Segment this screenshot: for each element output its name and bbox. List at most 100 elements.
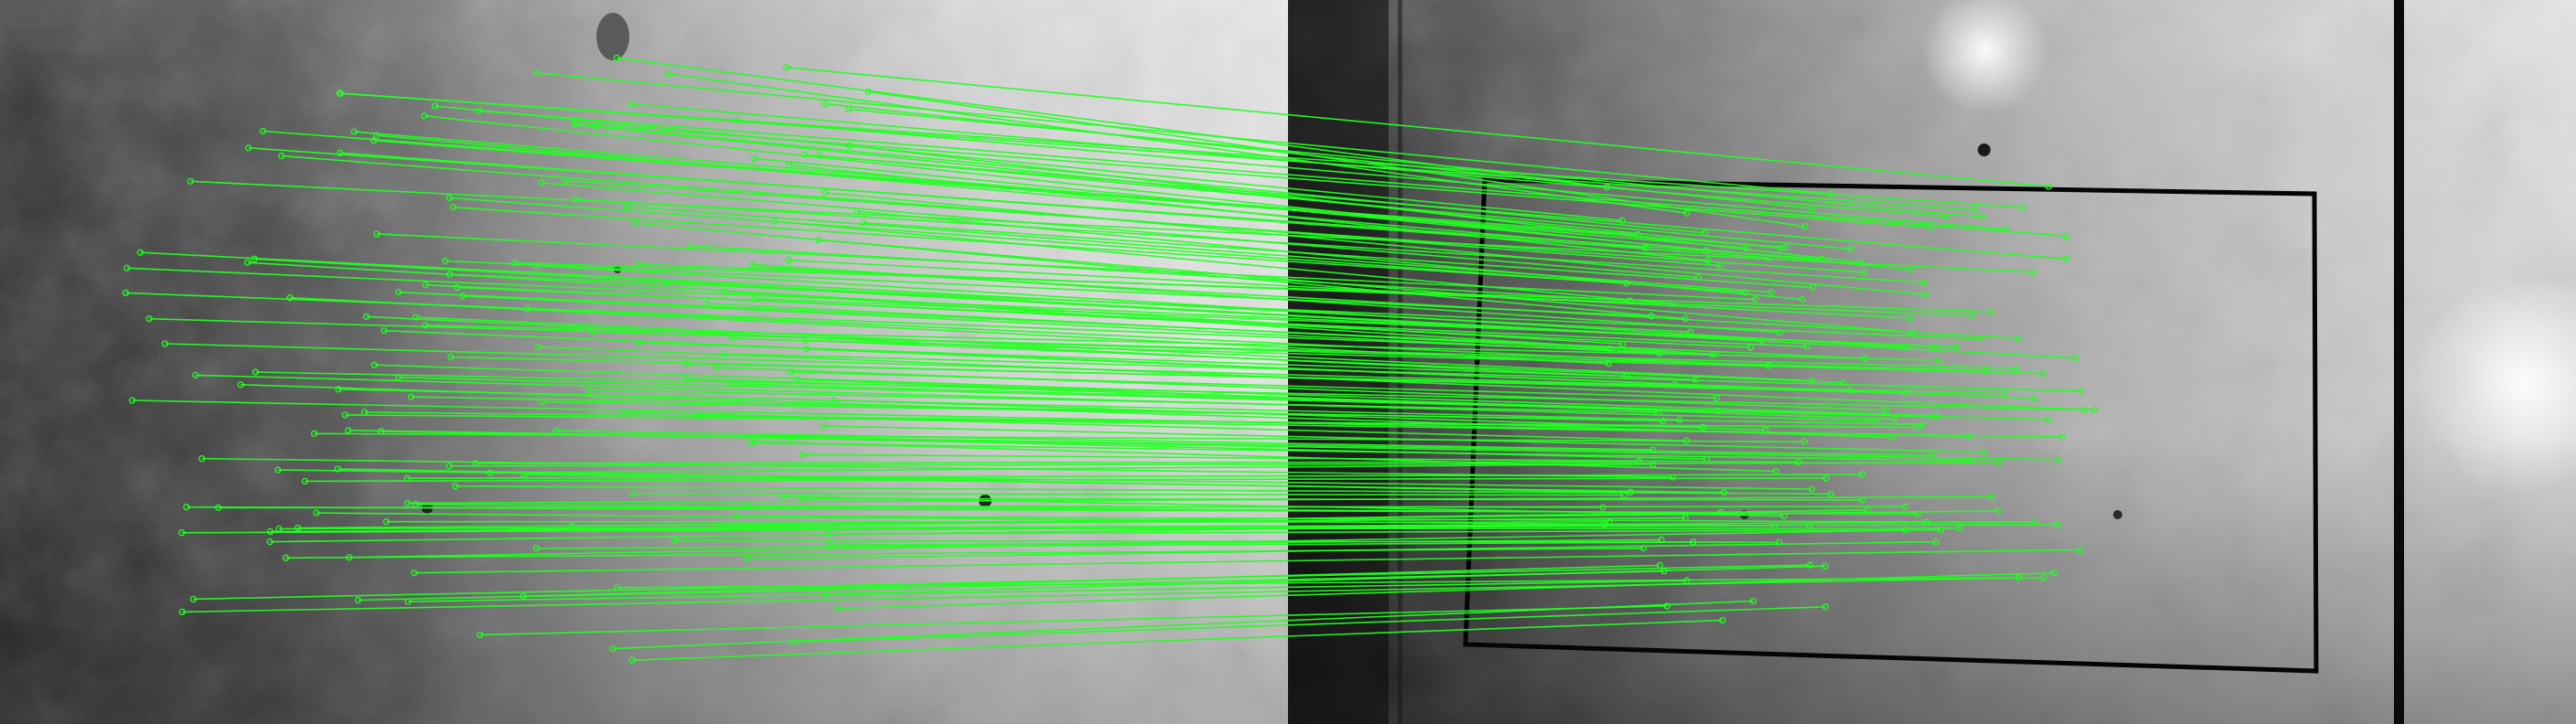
- keypoint-right: [1821, 562, 1829, 570]
- keypoint-left: [507, 526, 514, 533]
- keypoint-left: [275, 525, 283, 533]
- keypoint-right: [1921, 291, 1929, 298]
- keypoint-left: [853, 208, 861, 215]
- keypoint-left: [572, 196, 579, 203]
- match-line: [789, 165, 1709, 261]
- match-line: [263, 130, 1638, 236]
- keypoint-left: [421, 112, 428, 120]
- keypoint-right: [1762, 426, 1769, 433]
- keypoint-left: [445, 463, 453, 470]
- match-line: [278, 524, 2058, 530]
- keypoint-right: [1809, 377, 1816, 385]
- keypoint-left: [585, 386, 593, 394]
- keypoint-right: [1953, 343, 1960, 351]
- keypoint-left: [136, 249, 145, 256]
- keypoint-right: [2077, 388, 2085, 395]
- match-line: [305, 477, 1827, 483]
- keypoint-right: [1690, 538, 1697, 546]
- keypoint-right: [1798, 295, 1806, 303]
- keypoint-left: [442, 257, 449, 265]
- match-line: [824, 192, 1926, 295]
- keypoint-right: [1683, 209, 1690, 217]
- keypoint-left: [215, 504, 222, 512]
- match-line: [705, 303, 1610, 350]
- keypoint-left: [286, 294, 294, 302]
- keypoint-left: [821, 591, 829, 598]
- keypoint-left: [733, 512, 741, 519]
- keypoint-right: [2064, 255, 2071, 263]
- keypoint-left: [728, 335, 736, 343]
- match-line: [617, 577, 2045, 589]
- match-line: [415, 504, 1918, 516]
- keypoint-right: [1983, 367, 1991, 375]
- keypoint-left: [801, 151, 809, 158]
- keypoint-left: [337, 149, 344, 156]
- match-line: [407, 474, 1862, 480]
- keypoint-right: [1931, 343, 1938, 350]
- keypoint-left: [671, 537, 678, 545]
- keypoint-right: [1902, 389, 1909, 397]
- keypoint-right: [1914, 423, 1922, 431]
- keypoint-right: [1846, 387, 1854, 394]
- keypoint-right: [1776, 538, 1783, 546]
- keypoint-right: [1906, 314, 1914, 322]
- keypoint-right: [1968, 312, 1976, 319]
- keypoint-left: [274, 466, 282, 474]
- keypoint-right: [1776, 328, 1783, 336]
- keypoint-right: [1936, 357, 1943, 364]
- match-line: [818, 239, 1914, 334]
- match-line: [450, 356, 1906, 394]
- match-line: [201, 457, 1673, 478]
- keypoint-left: [510, 259, 519, 267]
- match-line: [666, 282, 2077, 359]
- keypoint-left: [362, 313, 370, 321]
- keypoint-right: [2058, 433, 2066, 441]
- keypoint-right: [1639, 545, 1648, 552]
- match-line: [856, 210, 1803, 301]
- keypoint-left: [381, 327, 388, 335]
- keypoint-left: [662, 279, 670, 286]
- keypoint-left: [199, 455, 206, 463]
- keypoint-left: [335, 386, 342, 393]
- keypoint-right: [1795, 458, 1802, 466]
- keypoint-left: [411, 570, 418, 577]
- match-line: [574, 122, 1932, 229]
- match-line: [788, 259, 1911, 319]
- keypoint-left: [244, 144, 252, 152]
- keypoint-left: [145, 315, 153, 323]
- keypoint-left: [628, 490, 637, 497]
- keypoint-left: [183, 504, 190, 511]
- keypoint-right: [1927, 224, 1935, 231]
- keypoint-left: [609, 644, 617, 653]
- keypoint-left: [859, 219, 867, 227]
- match-line: [314, 432, 1805, 443]
- match-line: [132, 399, 1970, 438]
- keypoint-left: [413, 314, 420, 321]
- keypoint-left: [178, 608, 186, 616]
- keypoint-left: [713, 364, 720, 371]
- keypoint-right: [1719, 616, 1726, 624]
- match-line: [290, 296, 1609, 365]
- keypoint-left: [628, 101, 636, 108]
- match-line: [435, 105, 1623, 221]
- keypoint-left: [472, 460, 479, 467]
- match-line: [736, 515, 1927, 523]
- keypoint-left: [259, 127, 267, 135]
- keypoint-left: [534, 343, 542, 351]
- keypoint-right: [2040, 574, 2047, 581]
- keypoint-right: [1676, 416, 1683, 423]
- keypoint-right: [1822, 474, 1830, 482]
- match-line: [868, 90, 1806, 228]
- keypoint-right: [1701, 229, 1709, 237]
- keypoint-right: [1847, 245, 1855, 252]
- keypoint-right: [1605, 360, 1613, 367]
- match-line: [804, 154, 2067, 261]
- keypoint-left: [354, 596, 362, 604]
- keypoint-left: [370, 361, 378, 368]
- keypoint-left: [123, 264, 131, 272]
- match-line: [125, 292, 1716, 356]
- keypoint-left: [370, 137, 378, 144]
- keypoint-right: [1767, 288, 1776, 296]
- keypoint-right: [2020, 204, 2027, 211]
- match-line: [833, 399, 1766, 431]
